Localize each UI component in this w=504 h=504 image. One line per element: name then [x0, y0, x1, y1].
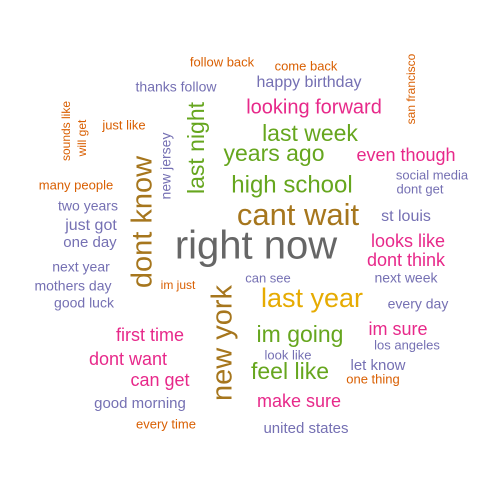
- word-good-luck: good luck: [54, 295, 115, 311]
- word-can-get: can get: [130, 370, 189, 390]
- word-even-though: even though: [356, 145, 455, 165]
- word-years-ago: years ago: [223, 140, 324, 166]
- word-sounds-like: sounds like: [59, 101, 73, 161]
- word-looks-like: looks like: [371, 231, 445, 251]
- word-st-louis: st louis: [381, 208, 431, 225]
- word-come-back: come back: [275, 58, 338, 73]
- word-happy-birthday: happy birthday: [257, 74, 362, 91]
- word-cant-wait: cant wait: [237, 197, 360, 232]
- word-next-week: next week: [374, 270, 438, 286]
- word-many-people: many people: [39, 177, 113, 192]
- word-last-week: last week: [262, 120, 358, 146]
- word-united-states: united states: [263, 420, 348, 437]
- word-feel-like: feel like: [251, 358, 329, 384]
- word-follow-back: follow back: [190, 54, 255, 69]
- word-will-get: will get: [75, 119, 89, 157]
- word-im-just: im just: [161, 278, 196, 292]
- word-next-year: next year: [52, 259, 110, 275]
- word-make-sure: make sure: [257, 391, 341, 411]
- word-two-years: two years: [58, 198, 118, 214]
- word-look-like: look like: [265, 347, 312, 362]
- word-right-now: right now: [175, 224, 337, 268]
- word-first-time: first time: [116, 325, 184, 345]
- word-every-day: every day: [388, 296, 449, 312]
- word-new-jersey: new jersey: [158, 133, 174, 200]
- word-im-sure: im sure: [368, 319, 427, 339]
- word-good-morning: good morning: [94, 395, 186, 412]
- word-im-going: im going: [257, 321, 344, 347]
- word-social-media: social media: [396, 167, 469, 182]
- word-every-time: every time: [136, 416, 196, 431]
- word-one-thing: one thing: [346, 371, 400, 386]
- word-high-school: high school: [231, 171, 352, 198]
- word-dont-think: dont think: [367, 250, 446, 270]
- word-dont-want: dont want: [89, 349, 167, 369]
- word-san-francisco: san francisco: [404, 53, 418, 124]
- word-dont-know: dont know: [127, 155, 159, 288]
- word-let-know: let know: [350, 357, 405, 374]
- word-just-like: just like: [101, 117, 145, 132]
- word-new-york: new york: [207, 284, 239, 401]
- word-thanks-follow: thanks follow: [136, 79, 218, 95]
- word-looking-forward: looking forward: [246, 96, 382, 118]
- word-last-night: last night: [183, 101, 209, 194]
- word-can-see: can see: [245, 270, 291, 285]
- word-los-angeles: los angeles: [374, 337, 440, 352]
- word-mothers-day: mothers day: [34, 278, 111, 294]
- word-dont-get: dont get: [397, 181, 444, 196]
- word-last-year: last year: [261, 283, 363, 313]
- word-just-got: just got: [64, 217, 117, 234]
- word-one-day: one day: [63, 234, 117, 251]
